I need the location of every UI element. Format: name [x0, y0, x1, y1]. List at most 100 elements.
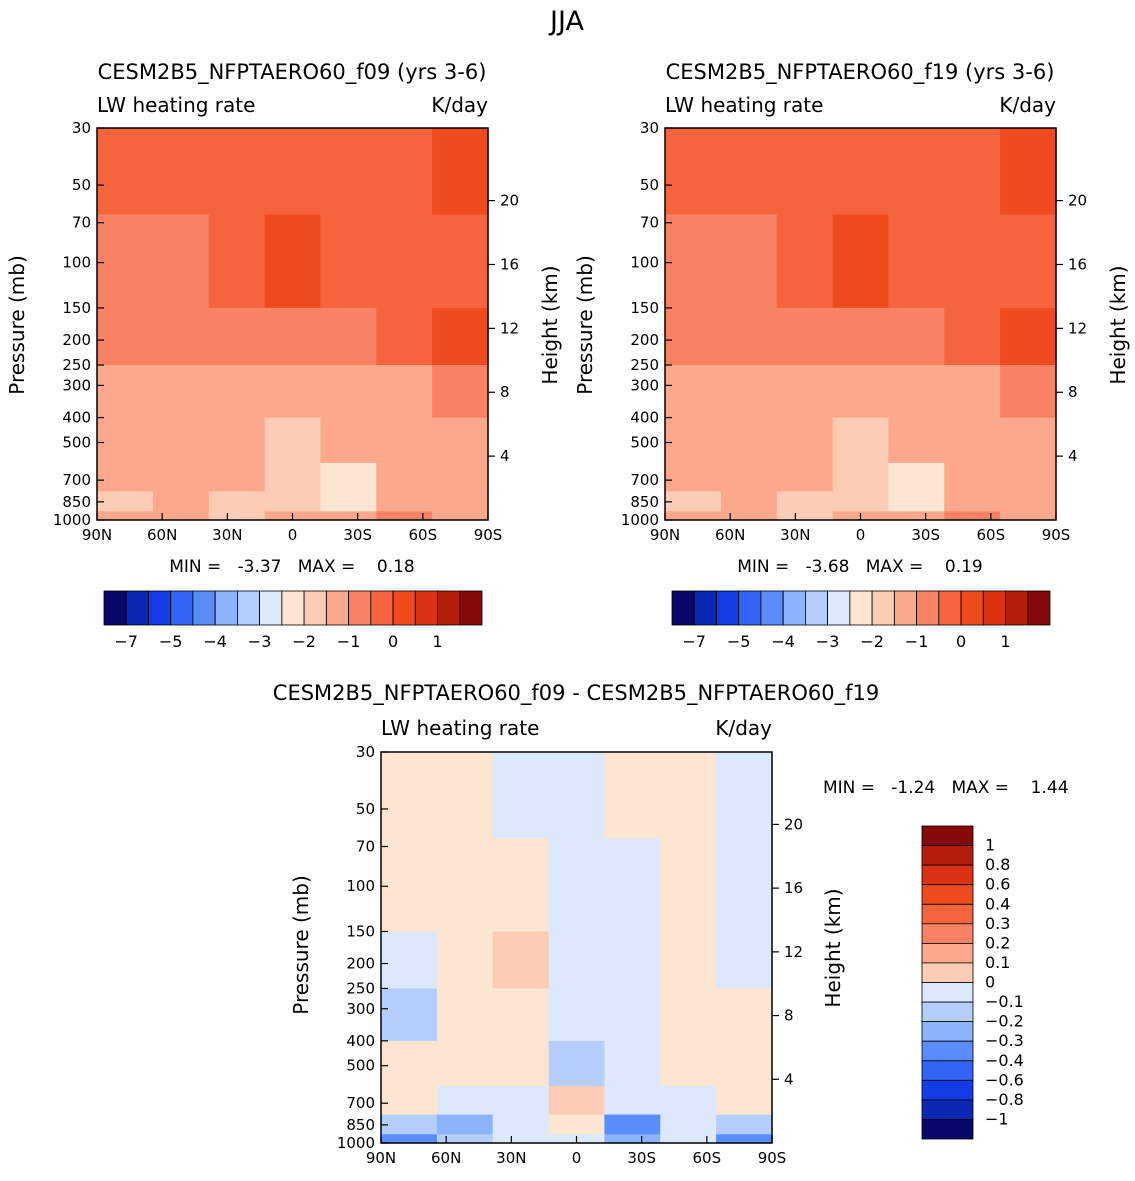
heatmap-cell — [492, 988, 550, 1042]
heatmap-cell — [152, 307, 210, 366]
heatmap-cell — [944, 307, 1001, 366]
y-tick-right-label: 12 — [784, 943, 803, 961]
y-tick-label: 700 — [630, 471, 659, 489]
colorbar-label: −2 — [292, 632, 316, 651]
colorbar-swatch — [894, 590, 918, 626]
heatmap-cell — [381, 931, 438, 990]
colorbar-swatch — [921, 1060, 974, 1081]
colorbar-swatch — [1027, 590, 1051, 626]
heatmap-cell — [720, 462, 778, 493]
colorbar-swatch — [827, 590, 851, 626]
heatmap-cell — [604, 931, 661, 990]
y-tick-label: 850 — [346, 1116, 375, 1134]
y-tick-label: 70 — [72, 214, 91, 232]
heatmap-cell — [604, 1114, 661, 1135]
heatmap-cell — [665, 214, 722, 309]
heatmap-cell — [604, 1134, 661, 1144]
heatmap-cell — [208, 417, 266, 464]
colorbar-swatch — [921, 1021, 974, 1042]
heatmap-cell — [381, 1114, 438, 1135]
heatmap-cell — [604, 752, 661, 839]
heatmap-cell — [888, 511, 945, 521]
heatmap-cell — [376, 417, 433, 464]
heatmap-cell — [432, 491, 489, 512]
y-tick-label: 300 — [630, 376, 659, 394]
colorbar-swatch — [281, 590, 305, 626]
colorbar-swatch — [921, 825, 974, 847]
heatmap-cell — [832, 491, 890, 512]
colorbar-swatch — [921, 1119, 974, 1140]
heatmap-cell — [264, 491, 322, 512]
heatmap-cell — [320, 214, 377, 309]
heatmap-cell — [492, 838, 550, 932]
heatmap-cell — [832, 128, 890, 215]
y-tick-label: 700 — [62, 471, 91, 489]
colorbar-swatch — [1005, 590, 1029, 626]
y-tick-label: 100 — [346, 877, 375, 895]
heatmap-cell — [492, 1040, 550, 1087]
x-tick-label: 90N — [650, 526, 680, 544]
heatmap-cell — [432, 214, 489, 309]
heatmap-cell — [381, 1086, 438, 1116]
colorbar-swatch — [671, 590, 695, 626]
heatmap-cell — [944, 365, 1001, 419]
heatmap-cell — [660, 1114, 717, 1135]
heatmap-cell — [492, 1114, 550, 1135]
y-tick-label: 400 — [630, 409, 659, 427]
heatmap-cell — [376, 511, 433, 521]
colorbar-label: 0.1 — [985, 953, 1010, 972]
x-tick-label: 60N — [715, 526, 745, 544]
colorbar-label: −3 — [816, 632, 840, 651]
heatmap-cell — [1000, 417, 1057, 464]
heatmap-cell — [720, 214, 778, 309]
heatmap-cell — [152, 462, 210, 493]
heatmap-cell — [320, 511, 377, 521]
heatmap-cell — [716, 1134, 773, 1144]
heatmap-cell — [97, 511, 154, 521]
heatmap-cell — [832, 462, 890, 493]
x-tick-label: 30S — [911, 526, 940, 544]
heatmap-cell — [436, 1086, 494, 1116]
y-tick-label: 850 — [630, 493, 659, 511]
heatmap-cell — [604, 838, 661, 932]
colorbar: −7 −5 −4 −3 −2 −1 0 1 — [671, 590, 1051, 651]
heatmap-cell — [376, 491, 433, 512]
colorbar-swatch — [236, 590, 260, 626]
y-tick-label: 50 — [356, 800, 375, 818]
y-tick-label: 70 — [640, 214, 659, 232]
colorbar-label: −0.3 — [985, 1031, 1024, 1050]
colorbar: 10.80.60.40.30.20.10−0.1−0.2−0.3−0.4−0.6… — [921, 825, 1024, 1140]
heatmap-cell — [376, 365, 433, 419]
colorbar-label: −5 — [159, 632, 183, 651]
colorbar-swatch — [716, 590, 740, 626]
heatmap-cell — [720, 417, 778, 464]
colorbar-swatch — [916, 590, 940, 626]
y-tick-label: 30 — [356, 743, 375, 761]
y-tick-label: 400 — [346, 1032, 375, 1050]
colorbar-swatch — [303, 590, 327, 626]
heatmap-cell — [604, 1086, 661, 1116]
heatmap-cell — [264, 462, 322, 493]
heatmap-cell — [888, 128, 945, 215]
heatmap-cell — [1000, 365, 1057, 419]
x-tick-label: 0 — [288, 526, 298, 544]
heatmap-cell — [320, 128, 377, 215]
y-tick-label: 200 — [62, 331, 91, 349]
colorbar-label: 0.2 — [985, 933, 1010, 952]
heatmap-cell — [665, 365, 722, 419]
heatmap-cell — [208, 462, 266, 493]
heatmap-cell — [320, 491, 377, 512]
heatmap-cell — [152, 417, 210, 464]
y-tick-right-label: 16 — [1068, 255, 1087, 273]
heatmap-cell — [604, 1040, 661, 1087]
panel-difference: CESM2B5_NFPTAERO60_f09 - CESM2B5_NFPTAER… — [273, 681, 1069, 1167]
min-max-text: MIN = -1.24 MAX = 1.44 — [823, 778, 1069, 798]
heatmap-cell — [776, 128, 834, 215]
y-tick-right-label: 8 — [784, 1007, 794, 1025]
colorbar-label: −0.8 — [985, 1090, 1024, 1109]
heatmap-cell — [548, 931, 606, 990]
heatmap-cell — [716, 931, 773, 990]
x-tick-label: 60S — [409, 526, 438, 544]
y-tick-label: 150 — [630, 299, 659, 317]
panel-subtitle-right: K/day — [431, 93, 488, 117]
